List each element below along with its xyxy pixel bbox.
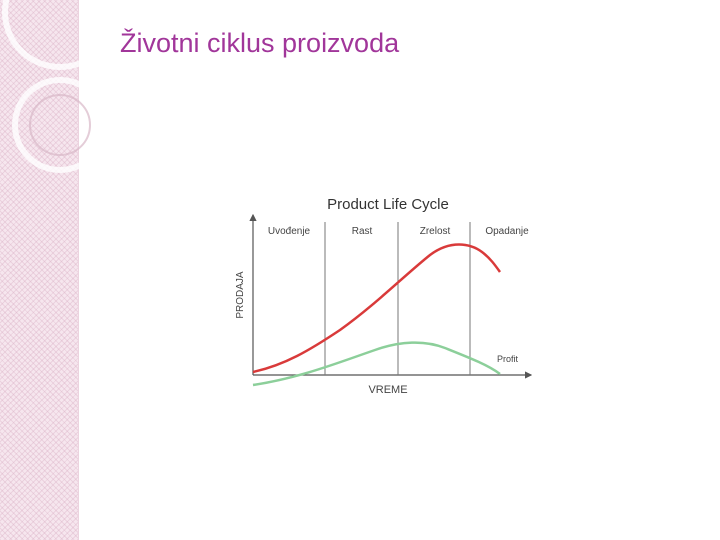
stage-label: Opadanje <box>485 226 529 237</box>
stage-label: Rast <box>352 226 373 237</box>
sales-curve <box>252 243 502 374</box>
decor-circle <box>12 77 108 173</box>
decor-circle <box>2 0 118 70</box>
stage-label: Uvođenje <box>268 226 311 237</box>
decor-circle <box>29 94 91 156</box>
y-axis-label: PRODAJA <box>235 271 246 319</box>
x-axis-label: VREME <box>368 384 407 396</box>
profit-label: Profit <box>497 354 519 364</box>
decorative-strip <box>0 0 79 540</box>
slide-title: Životni ciklus proizvoda <box>120 28 400 58</box>
diagram-title: Product Life Cycle <box>327 196 449 213</box>
profit-curve <box>252 341 501 387</box>
stage-label: Zrelost <box>420 226 451 237</box>
